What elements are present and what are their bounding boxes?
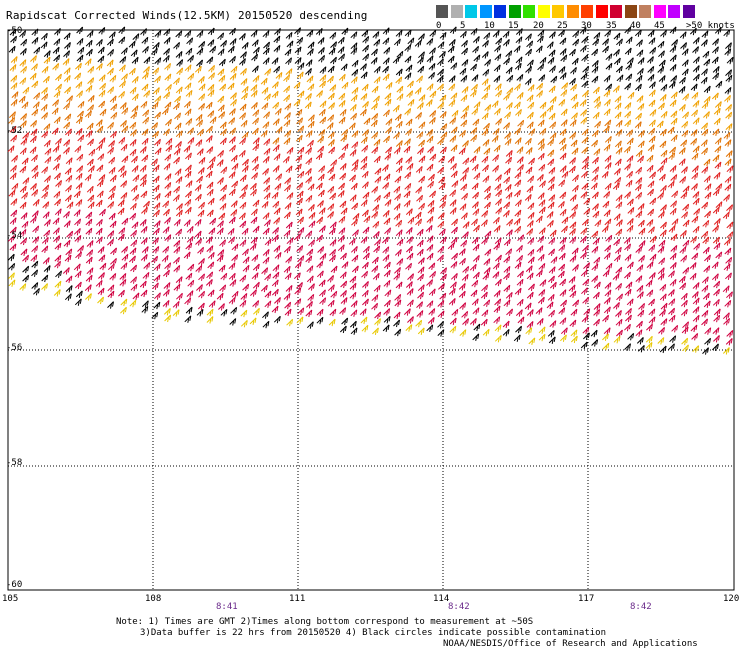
colorbar-swatch [479, 5, 492, 18]
colorbar-swatch [508, 5, 521, 18]
credit-text: NOAA/NESDIS/Office of Research and Appli… [443, 639, 698, 649]
lon-label: 105 [2, 594, 19, 604]
colorbar-swatch [668, 5, 680, 18]
colorbar-swatch [682, 5, 695, 18]
note-line: Note: 1) Times are GMT 2)Times along bot… [116, 617, 534, 627]
wind-barb-group [8, 272, 730, 355]
lon-label: 120 [723, 594, 740, 604]
colorbar-label: 20 [533, 21, 544, 31]
colorbar-swatch [653, 5, 666, 18]
lat-label: -52 [6, 126, 23, 136]
lon-label: 108 [145, 594, 162, 604]
colorbar-swatch [624, 5, 637, 18]
time-label: 8:42 [630, 602, 652, 612]
colorbar-label: 10 [484, 21, 495, 31]
chart-title: Rapidscat Corrected Winds(12.5KM) 201505… [6, 9, 368, 22]
lat-label: -54 [6, 231, 23, 241]
note-line: 3)Data buffer is 22 hrs from 20150520 4)… [140, 627, 606, 638]
lat-label: -50 [6, 26, 23, 36]
lat-label: -56 [6, 343, 23, 353]
wind-barb-group [7, 208, 734, 346]
colorbar-label: 30 [581, 21, 592, 31]
colorbar-label: 15 [508, 21, 519, 31]
wind-barb-group [7, 125, 734, 246]
colorbar-label: 25 [557, 21, 568, 31]
lon-label: 117 [578, 594, 595, 604]
colorbar-label: 35 [606, 21, 617, 31]
wind-barb-group [7, 26, 734, 355]
colorbar-swatch [523, 5, 535, 18]
wind-barbs [7, 26, 734, 355]
colorbar-swatch [450, 5, 463, 18]
notes-block: Note: 1) Times are GMT 2)Times along bot… [116, 617, 606, 638]
colorbar-swatch [465, 5, 477, 18]
colorbar-swatch [537, 5, 550, 18]
colorbar-label: 5 [460, 21, 466, 31]
colorbar-label: 45 [654, 21, 665, 31]
lon-label: 114 [433, 594, 450, 604]
lat-label: -60 [6, 580, 23, 590]
time-label: 8:41 [216, 602, 238, 612]
colorbar-label: >50 knots [686, 21, 735, 31]
wind-barb-group [8, 91, 733, 167]
colorbar-label: 40 [630, 21, 641, 31]
colorbar-swatch [436, 5, 448, 18]
colorbar-label: 0 [436, 21, 442, 31]
lon-label: 111 [289, 594, 306, 604]
colorbar-swatch [610, 5, 622, 18]
colorbar-swatch [639, 5, 651, 18]
colorbar-swatch [494, 5, 506, 18]
lat-label: -58 [6, 458, 23, 468]
colorbar-swatch [552, 5, 564, 18]
colorbar-swatch [566, 5, 579, 18]
time-label: 8:42 [448, 602, 470, 612]
colorbar-swatch [595, 5, 608, 18]
wind-barb-group [9, 55, 733, 131]
colorbar-swatch [581, 5, 593, 18]
map-frame [7, 29, 735, 591]
